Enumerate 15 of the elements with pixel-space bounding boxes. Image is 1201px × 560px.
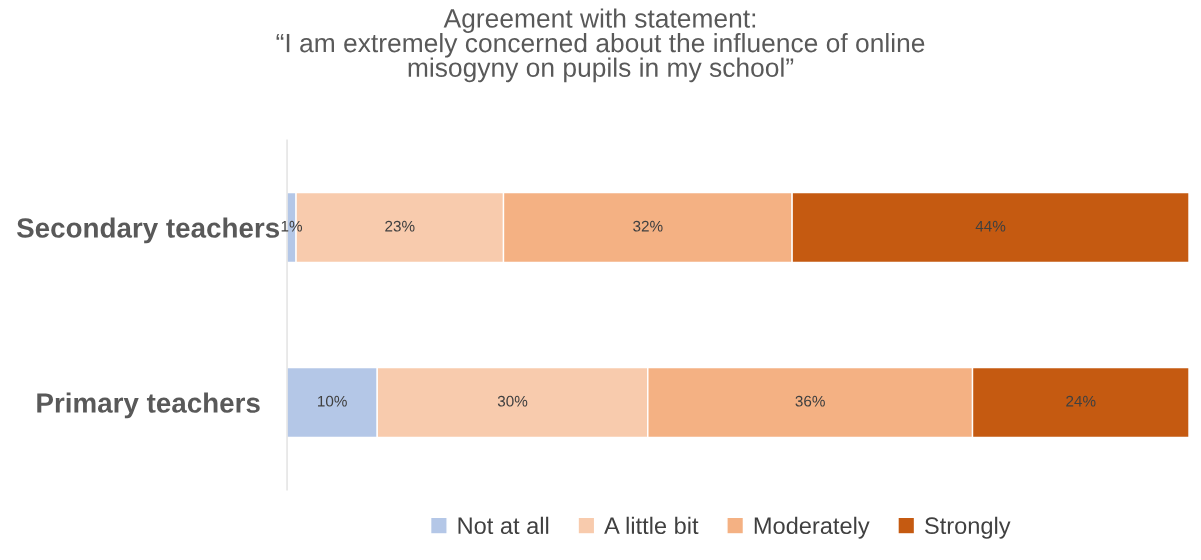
chart-title: Agreement with statement: “I am extremely concerned about the influence of online misogyny on pupils in my school” bbox=[276, 8, 925, 83]
data-label: 24% bbox=[1066, 395, 1096, 407]
data-label: 30% bbox=[497, 395, 528, 407]
legend-label: Strongly bbox=[925, 516, 1011, 539]
legend-label: Not at all bbox=[458, 516, 549, 535]
data-label: 36% bbox=[795, 395, 825, 407]
y-tick-label: Primary teachers bbox=[37, 392, 260, 419]
data-label: 1% bbox=[281, 220, 303, 232]
data-label: 32% bbox=[633, 220, 663, 232]
data-label: 10% bbox=[318, 395, 347, 407]
legend-label: A little bit bbox=[604, 516, 699, 535]
legend-label: Moderately bbox=[754, 516, 870, 539]
data-label: 23% bbox=[385, 220, 415, 232]
y-tick-label: Secondary teachers bbox=[16, 217, 280, 244]
data-label: 44% bbox=[975, 220, 1006, 232]
